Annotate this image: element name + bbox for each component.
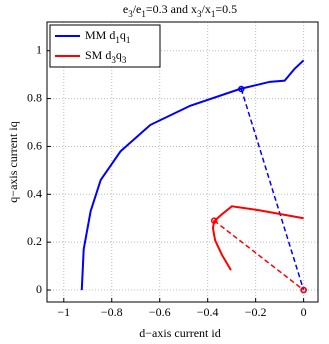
chart-title: e3/e1=0.3 and x3/x1=0.5 (123, 2, 237, 19)
dashed-line (240, 88, 305, 291)
x-tick-label: −0.8 (101, 305, 123, 319)
legend-label: SM d3q3 (85, 48, 127, 65)
x-tick-label: −0.4 (197, 305, 219, 319)
origin-point (300, 286, 307, 294)
dashed-line (213, 220, 305, 291)
plot-frame (46, 21, 319, 303)
y-axis-label: q−axis current iq (6, 121, 20, 202)
x-axis-label: d−axis current id (139, 326, 220, 340)
data-line (80, 59, 305, 291)
operating-point (238, 85, 245, 93)
y-tick-label: 0 (36, 282, 42, 296)
y-tick-label: 0.2 (27, 234, 42, 248)
y-tick-label: 0.8 (27, 90, 42, 104)
y-tick-label: 0.6 (27, 138, 42, 152)
y-tick-label: 1 (36, 42, 42, 56)
operating-point (210, 217, 218, 224)
legend-box (49, 24, 161, 68)
x-tick-label: 0 (301, 305, 307, 319)
x-tick-label: −0.2 (245, 305, 267, 319)
legend-label: MM d1q1 (85, 28, 130, 45)
x-tick-label: −0.6 (149, 305, 171, 319)
y-tick-label: 0.4 (27, 186, 42, 200)
x-tick-label: −1 (57, 305, 70, 319)
